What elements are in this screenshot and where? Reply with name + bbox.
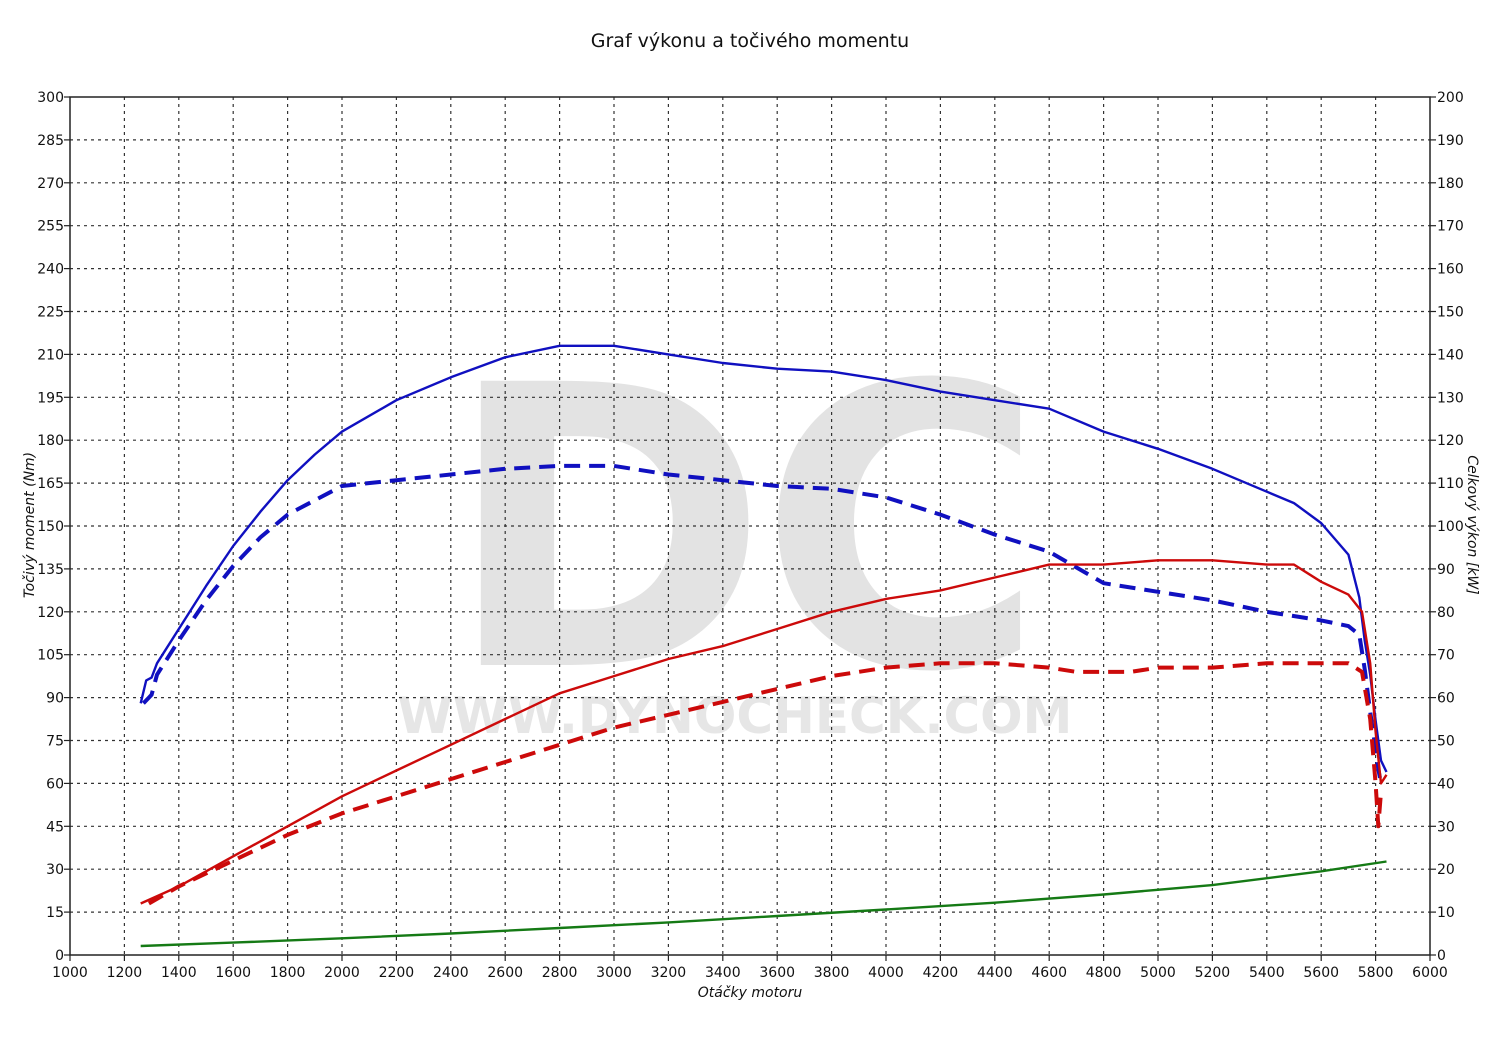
y-left-tick-label: 105 [37, 648, 64, 664]
series-line-5 [140, 860, 1387, 948]
y-left-tick-label: 240 [37, 262, 64, 278]
y-left-tick-label: 285 [37, 133, 64, 149]
y-right-tick-label: 170 [1437, 219, 1464, 235]
series-line-4 [147, 661, 1383, 906]
y-right-tick-label: 30 [1437, 819, 1455, 835]
y-right-tick-label: 190 [1437, 133, 1464, 149]
x-tick-label: 2800 [542, 965, 578, 981]
y-right-tick-label: 140 [1437, 347, 1464, 363]
x-tick-label: 1000 [52, 965, 88, 981]
x-tick-label: 4600 [1031, 965, 1067, 981]
y-left-tick-label: 255 [37, 219, 64, 235]
y-right-tick-label: 60 [1437, 691, 1455, 707]
y-right-tick-label: 110 [1437, 476, 1464, 492]
x-tick-label: 4800 [1086, 965, 1122, 981]
x-tick-label: 2000 [324, 965, 360, 981]
series-line-1 [139, 344, 1388, 773]
x-tick-label: 4000 [868, 965, 904, 981]
y-left-tick-label: 75 [46, 734, 64, 750]
y-left-tick-label: 120 [37, 605, 64, 621]
y-right-tick-label: 20 [1437, 862, 1455, 878]
x-tick-label: 5600 [1303, 965, 1339, 981]
y-right-tick-label: 40 [1437, 776, 1455, 792]
x-tick-label: 3600 [759, 965, 795, 981]
y-left-tick-label: 195 [37, 390, 64, 406]
series-line-2 [141, 463, 1383, 784]
x-tick-label: 5000 [1140, 965, 1176, 981]
x-tick-label: 4200 [923, 965, 959, 981]
y-left-tick-label: 135 [37, 562, 64, 578]
x-tick-label: 1800 [270, 965, 306, 981]
watermark-logo: DC [445, 303, 1035, 757]
y-right-tick-label: 180 [1437, 176, 1464, 192]
y-left-tick-label: 15 [46, 905, 64, 921]
y-left-tick-label: 150 [37, 519, 64, 535]
y-right-tick-label: 0 [1437, 948, 1446, 964]
y-left-tick-label: 180 [37, 433, 64, 449]
y-left-tick-label: 60 [46, 776, 64, 792]
y-axis-left-label: Točivý moment (Nm) [22, 451, 38, 599]
y-right-tick-label: 100 [1437, 519, 1464, 535]
x-tick-label: 1600 [215, 965, 251, 981]
x-tick-label: 6000 [1412, 965, 1448, 981]
x-tick-label: 3800 [814, 965, 850, 981]
x-tick-label: 3200 [651, 965, 687, 981]
x-tick-label: 4400 [977, 965, 1013, 981]
y-right-tick-label: 10 [1437, 905, 1455, 921]
y-left-tick-label: 90 [46, 691, 64, 707]
x-tick-label: 5200 [1195, 965, 1231, 981]
y-left-tick-label: 270 [37, 176, 64, 192]
y-left-tick-label: 45 [46, 819, 64, 835]
y-right-tick-label: 120 [1437, 433, 1464, 449]
series-line-3 [140, 559, 1388, 905]
x-tick-label: 1200 [107, 965, 143, 981]
x-tick-label: 2200 [379, 965, 415, 981]
y-left-tick-label: 165 [37, 476, 64, 492]
y-right-tick-label: 150 [1437, 305, 1464, 321]
x-tick-label: 3400 [705, 965, 741, 981]
y-left-tick-label: 300 [37, 90, 64, 106]
y-right-tick-label: 50 [1437, 734, 1455, 750]
y-right-tick-label: 130 [1437, 390, 1464, 406]
y-left-tick-label: 210 [37, 347, 64, 363]
y-axis-right-label: Celkový výkon [kW] [1464, 455, 1480, 595]
watermark-url: WWW.DYNOCHECK.COM [398, 687, 1073, 745]
x-tick-label: 5800 [1358, 965, 1394, 981]
x-tick-label: 2600 [487, 965, 523, 981]
x-tick-label: 5400 [1249, 965, 1285, 981]
y-right-tick-label: 80 [1437, 605, 1455, 621]
y-left-tick-label: 30 [46, 862, 64, 878]
x-tick-label: 3000 [596, 965, 632, 981]
x-tick-label: 2400 [433, 965, 469, 981]
chart-title: Graf výkonu a točivého momentu [590, 30, 910, 52]
y-right-tick-label: 160 [1437, 262, 1464, 278]
y-right-tick-label: 200 [1437, 90, 1464, 106]
y-right-tick-label: 90 [1437, 562, 1455, 578]
x-tick-label: 1400 [161, 965, 197, 981]
y-right-tick-label: 70 [1437, 648, 1455, 664]
y-left-tick-label: 0 [55, 948, 64, 964]
x-axis-label: Otáčky motoru [697, 985, 803, 1001]
y-left-tick-label: 225 [37, 305, 64, 321]
